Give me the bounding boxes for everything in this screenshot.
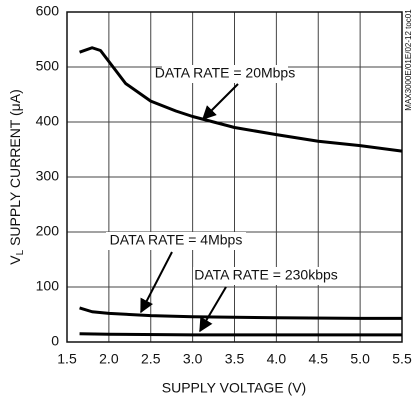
- annotation-arrow: [199, 286, 227, 333]
- x-tick-label: 5.0: [350, 351, 370, 367]
- y-tick-label: 400: [36, 113, 60, 129]
- y-tick-label: 600: [36, 3, 60, 19]
- series-label: DATA RATE = 230kbps: [194, 267, 338, 283]
- data-line: [79, 332, 402, 337]
- y-tick-label: 100: [36, 278, 60, 294]
- label-background: [193, 267, 339, 285]
- data-line: [79, 306, 402, 320]
- plot-frame: [66, 11, 403, 343]
- label-background: [106, 232, 246, 250]
- y-label-main: V: [7, 255, 23, 265]
- figure-note: MAX3000E/01E/02-12 toc01: [404, 9, 413, 111]
- y-tick-label: 300: [36, 168, 60, 184]
- label-background: [162, 65, 288, 83]
- y-label-rest: SUPPLY CURRENT (μA): [7, 89, 23, 250]
- x-tick-label: 2.0: [99, 351, 119, 367]
- x-tick-label: 4.0: [267, 351, 287, 367]
- annotation-arrow: [140, 251, 173, 314]
- data-line: [79, 46, 403, 153]
- x-tick-label: 3.0: [183, 351, 203, 367]
- x-tick-label: 5.5: [392, 351, 412, 367]
- x-axis-label: SUPPLY VOLTAGE (V): [162, 380, 306, 396]
- annotation-arrow: [202, 83, 239, 120]
- y-label-sub: L: [15, 249, 26, 255]
- x-tick-label: 2.5: [141, 351, 161, 367]
- y-tick-label: 500: [36, 58, 60, 74]
- y-tick-label: 200: [36, 223, 60, 239]
- y-tick-label: 0: [51, 333, 59, 349]
- series-label: DATA RATE = 4Mbps: [110, 232, 243, 248]
- x-tick-label: 3.5: [225, 351, 245, 367]
- x-tick-label: 4.5: [309, 351, 329, 367]
- x-tick-label: 1.5: [57, 351, 77, 367]
- y-axis-label: VL SUPPLY CURRENT (μA): [7, 89, 26, 264]
- series-label: DATA RATE = 20Mbps: [155, 65, 295, 81]
